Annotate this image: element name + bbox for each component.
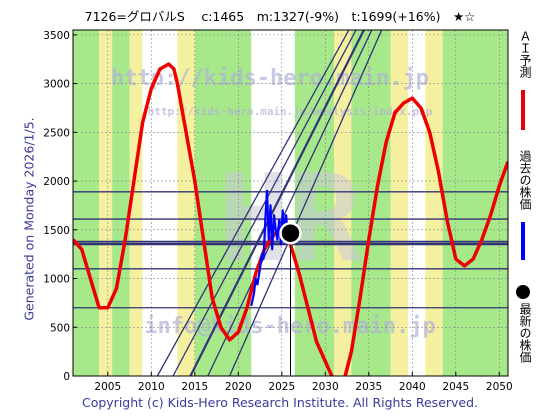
- x-tick-label-2035: 2035: [355, 381, 382, 393]
- legend-latest-price-label: 最新の株価: [518, 303, 532, 363]
- background-region-0: [73, 30, 100, 376]
- y-tick-label-500: 500: [50, 322, 70, 334]
- diagonal-band-2: [189, 30, 366, 376]
- plot-frame: [72, 29, 509, 377]
- watermark-url-1: http://kids-hero.main.jp: [111, 66, 429, 91]
- blue-line-icon: [521, 222, 525, 260]
- series-lines: [73, 62, 508, 376]
- background-region-8: [294, 30, 334, 376]
- legend-latest-price: 最新の株価: [515, 285, 545, 385]
- x-tick-label-2030: 2030: [312, 381, 339, 393]
- legend-past-price: 過去の株価: [515, 150, 545, 260]
- background-region-14: [442, 30, 508, 376]
- x-tick-label-2050: 2050: [486, 381, 513, 393]
- background-region-9: [334, 30, 352, 376]
- y-tick-label-2500: 2500: [43, 127, 70, 139]
- y-tick-label-3000: 3000: [43, 79, 70, 91]
- background-region-12: [407, 30, 426, 376]
- x-tick-label-2015: 2015: [181, 381, 208, 393]
- red-line-icon: [521, 90, 525, 130]
- background-region-13: [425, 30, 443, 376]
- x-tick-label-2010: 2010: [138, 381, 165, 393]
- diagonal-band-4: [229, 30, 383, 376]
- y-tick-label-0: 0: [63, 371, 70, 383]
- x-tick-label-2020: 2020: [225, 381, 252, 393]
- x-axis-ticks: 2005 2010 2015 2020 2025 2030 2035 2040 2045 2050: [94, 372, 513, 393]
- y-tick-label-1000: 1000: [43, 274, 70, 286]
- y-tick-label-3500: 3500: [43, 30, 70, 42]
- background-region-4: [142, 30, 178, 376]
- background-region-7: [251, 30, 295, 376]
- diagonal-band-0: [156, 30, 350, 376]
- y-axis-ticks: 0 500 1000 1500 2000 2500 3000 3500: [43, 30, 77, 383]
- chart-title: 7126=グロバルS c:1465 m:1327(-9%) t:1699(+16…: [84, 9, 476, 24]
- diagonal-band-1: [172, 30, 357, 376]
- x-tick-label-2005: 2005: [94, 381, 121, 393]
- background-region-1: [99, 30, 113, 376]
- black-dot-icon: [516, 285, 530, 299]
- watermark-url-2: http://kids-hero.main.jp/analysis/index.…: [148, 105, 433, 118]
- legend-past-price-label: 過去の株価: [518, 150, 532, 210]
- legend-ai-forecast-label: ＡＩ予測: [518, 30, 532, 78]
- copyright-footer: Copyright (c) Kids-Hero Research Institu…: [81, 395, 479, 410]
- x-tick-label-2045: 2045: [442, 381, 469, 393]
- latest-price-dot: [279, 221, 302, 245]
- y-tick-label-1500: 1500: [43, 225, 70, 237]
- y-tick-label-2000: 2000: [43, 176, 70, 188]
- x-tick-label-2040: 2040: [399, 381, 426, 393]
- background-region-3: [129, 30, 143, 376]
- legend-ai-forecast: ＡＩ予測: [515, 30, 545, 140]
- x-tick-label-2025: 2025: [268, 381, 295, 393]
